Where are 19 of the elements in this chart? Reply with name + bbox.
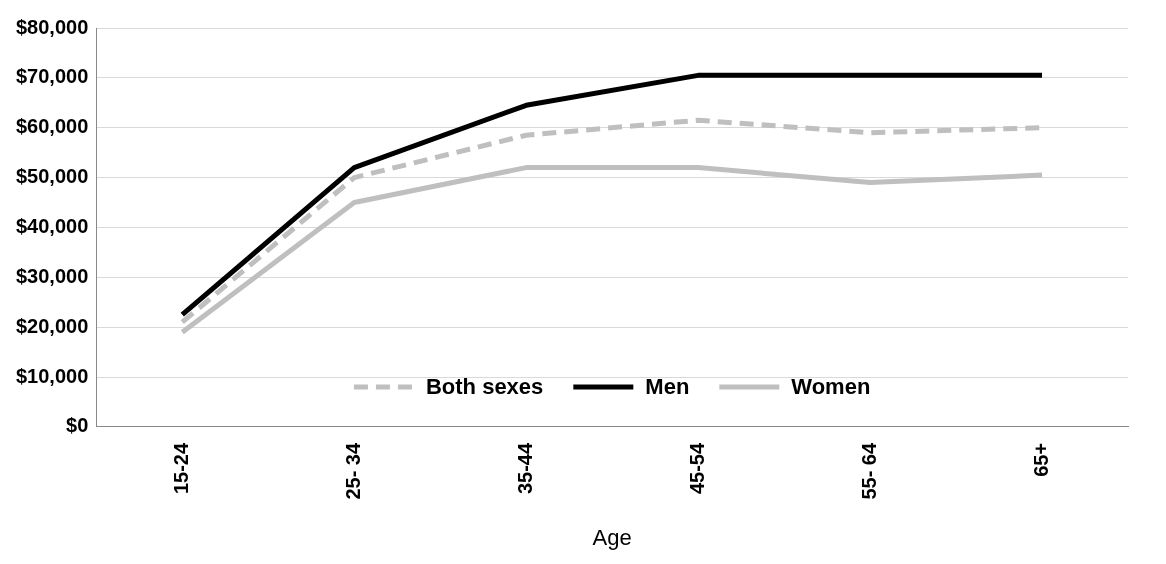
y-tick-label: $10,000 <box>16 364 89 387</box>
x-tick-label: 15-24 <box>169 442 192 495</box>
y-tick-label: $80,000 <box>16 15 89 38</box>
legend-label: Both sexes <box>425 373 544 399</box>
x-tick-label: 65+ <box>1029 442 1052 477</box>
y-tick-label: $50,000 <box>16 165 89 188</box>
y-tick-label: $40,000 <box>16 214 89 237</box>
x-tick-label: 55- 64 <box>857 442 880 500</box>
x-tick-label: 45-54 <box>685 442 708 495</box>
y-tick-label: $0 <box>66 414 89 437</box>
x-axis-title: Age <box>592 524 632 550</box>
y-tick-label: $70,000 <box>16 65 89 88</box>
x-tick-label: 35-44 <box>513 442 536 495</box>
y-tick-label: $60,000 <box>16 115 89 138</box>
legend-label: Women <box>791 373 871 399</box>
x-tick-label: 25- 34 <box>341 442 364 500</box>
y-tick-label: $30,000 <box>16 264 89 287</box>
legend-label: Men <box>645 373 690 399</box>
y-tick-label: $20,000 <box>16 314 89 337</box>
